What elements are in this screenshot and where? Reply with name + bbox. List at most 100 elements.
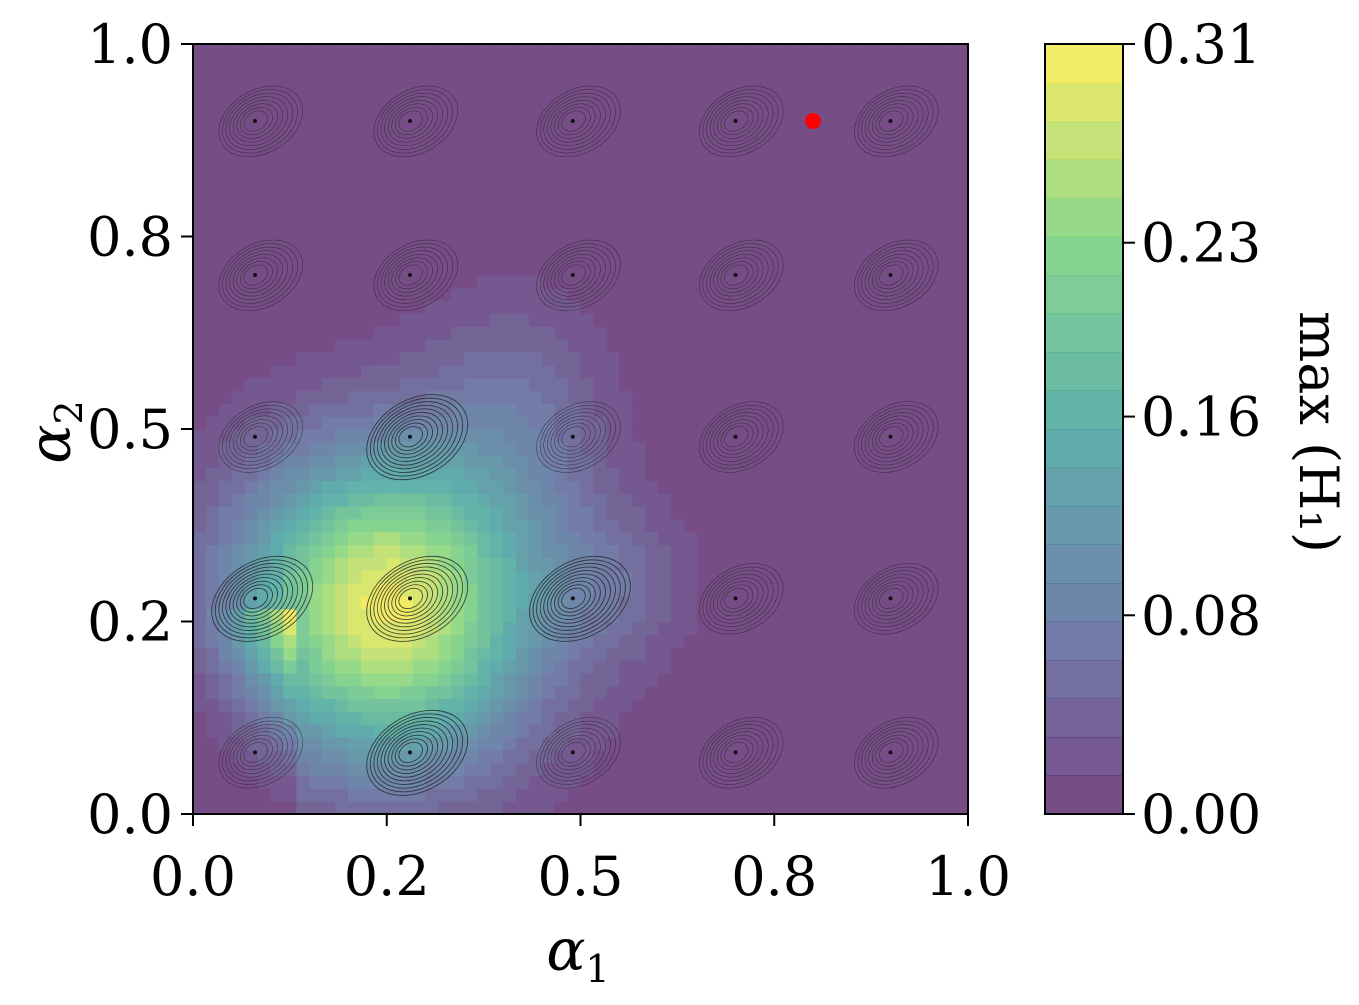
heatmap-cell [270, 133, 285, 148]
heatmap-cell [567, 44, 582, 58]
heatmap-cell [283, 121, 297, 135]
heatmap-cell [916, 698, 930, 712]
heatmap-cell [205, 146, 220, 161]
heatmap-cell [348, 647, 362, 661]
heatmap-cell [722, 146, 737, 161]
heatmap-cell [709, 647, 724, 661]
heatmap-cell [800, 698, 814, 712]
heatmap-cell [748, 185, 762, 199]
heatmap-cell [683, 595, 698, 610]
heatmap-cell [813, 685, 827, 700]
heatmap-cell [709, 172, 724, 186]
heatmap-cell [322, 326, 336, 340]
heatmap-cell [283, 236, 297, 250]
heatmap-cell [283, 287, 297, 302]
heatmap-cell [541, 198, 556, 212]
heatmap-cell [386, 326, 401, 340]
heatmap-cell [851, 518, 866, 533]
heatmap-cell [735, 352, 750, 366]
heatmap-cell [554, 313, 569, 327]
heatmap-cell [838, 275, 853, 289]
heatmap-cell [283, 672, 297, 687]
heatmap-cell [903, 416, 917, 430]
heatmap-cell [503, 44, 517, 58]
heatmap-cell [528, 788, 543, 802]
heatmap-cell [554, 82, 569, 96]
heatmap-cell [632, 775, 646, 789]
heatmap-cell [541, 249, 556, 263]
heatmap-cell [890, 595, 905, 610]
heatmap-cell [696, 300, 711, 315]
heatmap-cell [813, 775, 827, 789]
heatmap-cell [193, 287, 207, 302]
heatmap-cell [877, 198, 892, 212]
orbit-spiral [854, 239, 939, 311]
heatmap-cell [606, 749, 620, 764]
heatmap-cell [270, 56, 285, 71]
heatmap-cell [903, 300, 917, 315]
heatmap-cell [205, 121, 220, 135]
heatmap-cell [955, 275, 968, 289]
heatmap-cell [541, 467, 556, 481]
heatmap-cell [515, 352, 530, 366]
heatmap-cell [890, 647, 905, 661]
heatmap-cell [813, 544, 827, 558]
heatmap-cell [244, 133, 259, 148]
heatmap-cell [658, 647, 672, 661]
heatmap-cell [838, 326, 853, 340]
heatmap-cell [528, 544, 543, 558]
heatmap-cell [490, 44, 504, 58]
heatmap-cell [942, 390, 956, 404]
heatmap-cell [515, 198, 530, 212]
heatmap-cell [412, 82, 427, 96]
heatmap-cell [335, 544, 349, 558]
heatmap-cell [477, 313, 491, 327]
heatmap-cell [218, 287, 233, 302]
heatmap-cell [709, 467, 724, 481]
heatmap-cell [670, 69, 685, 84]
heatmap-cell [890, 544, 905, 558]
heatmap-cell [283, 621, 297, 635]
heatmap-cell [903, 480, 917, 494]
heatmap-cell [335, 531, 349, 546]
heatmap-cell [748, 506, 762, 520]
heatmap-cell [942, 275, 956, 289]
heatmap-cell [218, 557, 233, 571]
heatmap-cell [606, 762, 620, 777]
heatmap-cell [257, 531, 272, 546]
heatmap-cell [580, 159, 595, 173]
heatmap-cell [851, 339, 866, 353]
heatmap-cell [515, 159, 530, 173]
heatmap-cell [425, 634, 440, 648]
heatmap-cell [490, 441, 504, 456]
heatmap-cell [193, 249, 207, 263]
heatmap-cell [632, 95, 646, 109]
heatmap-cell [722, 56, 737, 71]
heatmap-cell [722, 711, 737, 725]
heatmap-cell [748, 364, 762, 379]
heatmap-cell [800, 685, 814, 700]
heatmap-cell [218, 608, 233, 623]
heatmap-cell [477, 685, 491, 700]
heatmap-cell [774, 570, 788, 584]
heatmap-cell [955, 198, 968, 212]
heatmap-cell [864, 56, 879, 71]
heatmap-cell [541, 236, 556, 250]
heatmap-cell [425, 685, 440, 700]
heatmap-cell [399, 339, 414, 353]
heatmap-cell [851, 724, 866, 738]
heatmap-cell [412, 262, 427, 276]
heatmap-cell [438, 801, 452, 814]
heatmap-cell [916, 480, 930, 494]
heatmap-cell [916, 69, 930, 84]
colorbar-band [1045, 198, 1123, 237]
heatmap-cell [373, 698, 388, 712]
heatmap-cell [593, 313, 607, 327]
heatmap-cell [903, 660, 917, 674]
heatmap-cell [360, 95, 375, 109]
heatmap-cell [464, 595, 478, 610]
heatmap-cell [658, 69, 672, 84]
heatmap-cell [503, 737, 517, 751]
heatmap-cell [813, 698, 827, 712]
heatmap-cell [503, 313, 517, 327]
